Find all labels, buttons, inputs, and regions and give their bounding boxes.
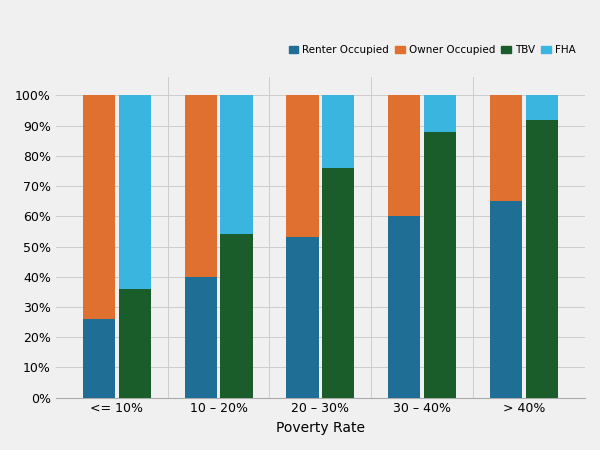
X-axis label: Poverty Rate: Poverty Rate: [276, 421, 365, 435]
Bar: [526, 120, 558, 398]
Bar: [119, 95, 151, 289]
Bar: [322, 168, 354, 398]
Legend: Renter Occupied, Owner Occupied, TBV, FHA: Renter Occupied, Owner Occupied, TBV, FH…: [284, 41, 580, 59]
Bar: [424, 132, 456, 398]
Bar: [83, 319, 115, 398]
Bar: [526, 95, 558, 120]
Bar: [490, 95, 522, 201]
Bar: [286, 95, 319, 238]
Bar: [424, 95, 456, 132]
Bar: [286, 238, 319, 398]
Bar: [220, 234, 253, 398]
Bar: [83, 95, 115, 319]
Bar: [322, 95, 354, 168]
Bar: [388, 95, 421, 216]
Bar: [490, 201, 522, 398]
Bar: [185, 277, 217, 398]
Bar: [220, 95, 253, 234]
Bar: [388, 216, 421, 398]
Bar: [185, 95, 217, 277]
Bar: [119, 289, 151, 398]
